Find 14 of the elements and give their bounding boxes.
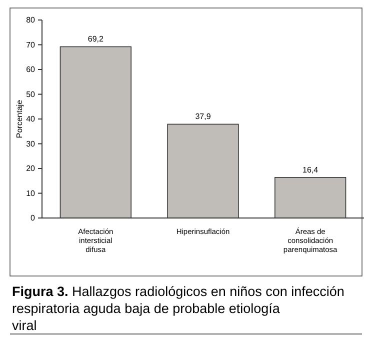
y-tick-label: 10 bbox=[26, 188, 36, 198]
y-tick-label: 30 bbox=[26, 139, 36, 148]
y-tick-label: 60 bbox=[26, 65, 36, 74]
data-label: 16,4 bbox=[302, 165, 319, 174]
y-tick-label: 0 bbox=[30, 214, 36, 223]
y-tick-label: 20 bbox=[26, 164, 36, 174]
text: Figura 3. Hallazgos radiológicos en niños con infección respiratoria aguda baja de probable etiología viral bbox=[12, 284, 344, 333]
y-tick-label: 80 bbox=[26, 16, 36, 25]
y-tick-label: 40 bbox=[26, 114, 36, 124]
y-tick-label: 50 bbox=[26, 90, 36, 99]
data-label: 69,2 bbox=[88, 34, 104, 44]
data-label: 37,9 bbox=[195, 112, 212, 122]
y-tick-label: 70 bbox=[26, 40, 36, 50]
y-axis-title: Porcentaje bbox=[15, 99, 24, 138]
